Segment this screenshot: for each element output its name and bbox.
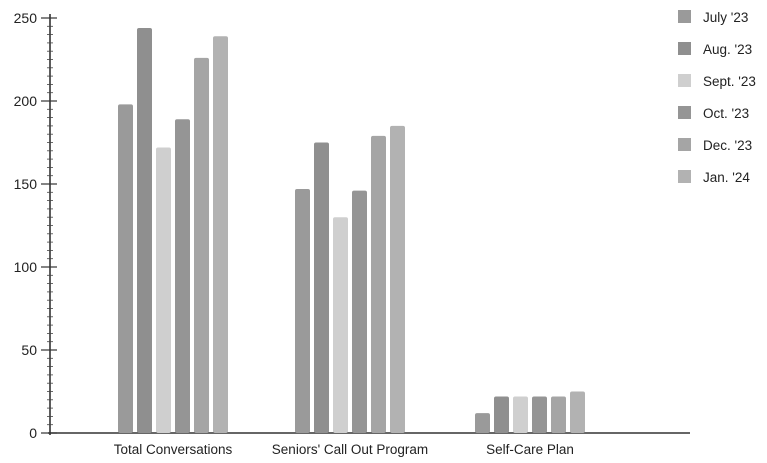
legend-swatch xyxy=(678,106,691,119)
y-tick-label: 100 xyxy=(14,259,38,275)
y-tick-label: 150 xyxy=(14,176,38,192)
bar xyxy=(570,391,585,433)
y-tick-label: 250 xyxy=(14,10,38,26)
legend-swatch xyxy=(678,10,691,23)
y-tick-label: 50 xyxy=(21,342,37,358)
y-tick-label: 200 xyxy=(14,93,38,109)
bar xyxy=(175,119,190,433)
legend-item: Jan. '24 xyxy=(678,170,750,185)
bar xyxy=(352,190,367,433)
legend-swatch xyxy=(678,170,691,183)
bar xyxy=(551,396,566,433)
legend-label: Aug. '23 xyxy=(703,42,752,57)
legend-label: Jan. '24 xyxy=(703,170,750,185)
legend-item: Sept. '23 xyxy=(678,74,756,89)
bar xyxy=(156,147,171,434)
bar xyxy=(137,27,152,434)
x-tick-label: Self-Care Plan xyxy=(486,442,574,457)
bar xyxy=(194,57,209,434)
bar xyxy=(390,125,405,434)
legend-label: Sept. '23 xyxy=(703,74,756,89)
legend: July '23 Aug. '23 Sept. '23 Oct. '23 Dec. '2… xyxy=(678,10,756,185)
bar xyxy=(295,188,310,433)
bar xyxy=(213,36,228,433)
x-tick-label: Seniors' Call Out Program xyxy=(272,442,428,457)
bars xyxy=(118,27,585,434)
bar xyxy=(118,104,133,433)
legend-label: Oct. '23 xyxy=(703,106,749,121)
bar xyxy=(494,396,509,433)
bar xyxy=(532,396,547,433)
y-tick-label: 0 xyxy=(29,425,37,441)
legend-label: Dec. '23 xyxy=(703,138,752,153)
axis-labels: 0 50 100 150 200 250 Total Conversations Senior… xyxy=(14,10,574,457)
legend-item: Dec. '23 xyxy=(678,138,752,153)
legend-item: July '23 xyxy=(678,10,748,25)
bar xyxy=(314,142,329,433)
bar xyxy=(371,135,386,434)
bar xyxy=(513,396,528,433)
bar xyxy=(475,413,490,433)
legend-swatch xyxy=(678,138,691,151)
legend-label: July '23 xyxy=(703,10,748,25)
bar xyxy=(333,217,348,433)
legend-swatch xyxy=(678,42,691,55)
x-tick-label: Total Conversations xyxy=(114,442,233,457)
legend-item: Aug. '23 xyxy=(678,42,752,57)
legend-item: Oct. '23 xyxy=(678,106,749,121)
legend-swatch xyxy=(678,74,691,87)
